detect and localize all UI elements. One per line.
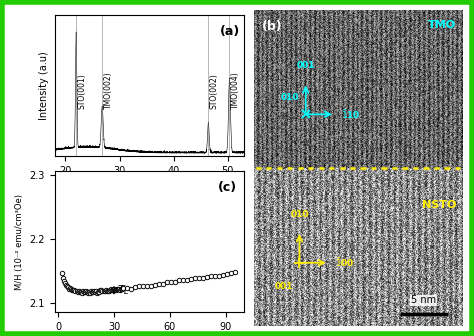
- Text: TMO: TMO: [428, 19, 456, 30]
- Y-axis label: Intensity (a.u): Intensity (a.u): [39, 51, 49, 120]
- Text: TMO(004): TMO(004): [231, 71, 240, 109]
- Text: $\bar{1}$10: $\bar{1}$10: [341, 108, 361, 121]
- Text: TMO(002): TMO(002): [103, 71, 112, 109]
- Text: (c): (c): [218, 181, 237, 194]
- Text: 001: 001: [296, 61, 315, 70]
- Text: NSTO: NSTO: [421, 200, 456, 210]
- X-axis label: 2θ (deg): 2θ (deg): [125, 181, 174, 192]
- Text: 010: 010: [281, 93, 300, 102]
- Text: 010: 010: [290, 210, 309, 218]
- Y-axis label: M/H (10⁻² emu/cm³Oe): M/H (10⁻² emu/cm³Oe): [15, 194, 24, 290]
- Text: $\bar{1}$00: $\bar{1}$00: [335, 256, 355, 269]
- Text: (a): (a): [219, 25, 240, 38]
- Text: STO(001): STO(001): [78, 73, 87, 109]
- Text: STO(002): STO(002): [210, 73, 219, 109]
- Text: 001: 001: [275, 282, 293, 291]
- Text: 5 nm: 5 nm: [411, 295, 436, 305]
- Text: $T_L$: $T_L$: [117, 283, 129, 297]
- Text: (b): (b): [262, 19, 283, 33]
